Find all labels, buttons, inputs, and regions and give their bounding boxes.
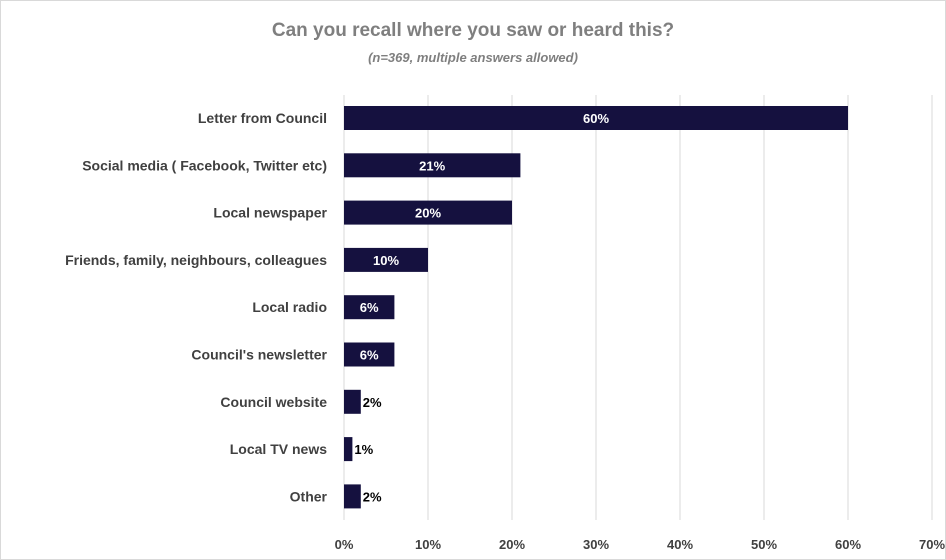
bar [344, 389, 361, 414]
chart-subtitle: (n=369, multiple answers allowed) [368, 50, 578, 65]
bar [344, 200, 512, 225]
bar [344, 437, 353, 462]
bar [344, 247, 428, 272]
chart-title: Can you recall where you saw or heard th… [271, 20, 675, 41]
data-label: 60% [583, 111, 609, 126]
x-axis-tick-labels: 0% 10% 20% 30% 40% 50% 60% 70% [335, 537, 946, 552]
category-label: Local TV news [230, 441, 327, 457]
category-label: Local newspaper [213, 205, 327, 221]
bar [344, 295, 395, 320]
x-tick-label: 30% [583, 537, 609, 552]
category-label: Local radio [252, 299, 327, 315]
data-label: 6% [360, 300, 379, 315]
category-label: Other [290, 488, 328, 504]
x-tick-label: 70% [919, 537, 945, 552]
data-label: 2% [363, 489, 382, 504]
bar [344, 153, 521, 178]
x-tick-label: 10% [415, 537, 441, 552]
bars [344, 106, 848, 509]
category-label: Friends, family, neighbours, colleagues [65, 252, 327, 268]
data-label: 10% [373, 253, 399, 268]
data-label: 2% [363, 395, 382, 410]
category-label: Social media ( Facebook, Twitter etc) [82, 157, 327, 173]
data-label: 1% [354, 442, 373, 457]
x-tick-label: 60% [835, 537, 861, 552]
data-label: 6% [360, 348, 379, 363]
bar [344, 342, 395, 367]
category-labels: Letter from Council Social media ( Facebo… [65, 110, 327, 504]
category-label: Letter from Council [198, 110, 327, 126]
data-label: 21% [419, 158, 445, 173]
x-tick-label: 50% [751, 537, 777, 552]
x-tick-label: 0% [335, 537, 354, 552]
category-label: Council website [220, 394, 327, 410]
x-tick-label: 40% [667, 537, 693, 552]
category-label: Council's newsletter [191, 347, 327, 363]
data-label: 20% [415, 206, 441, 221]
x-tick-label: 20% [499, 537, 525, 552]
bar [344, 106, 848, 130]
data-labels: 60% 21% 20% 10% 6% 6% 2% 1% 2% [354, 111, 609, 504]
bar [344, 484, 361, 509]
